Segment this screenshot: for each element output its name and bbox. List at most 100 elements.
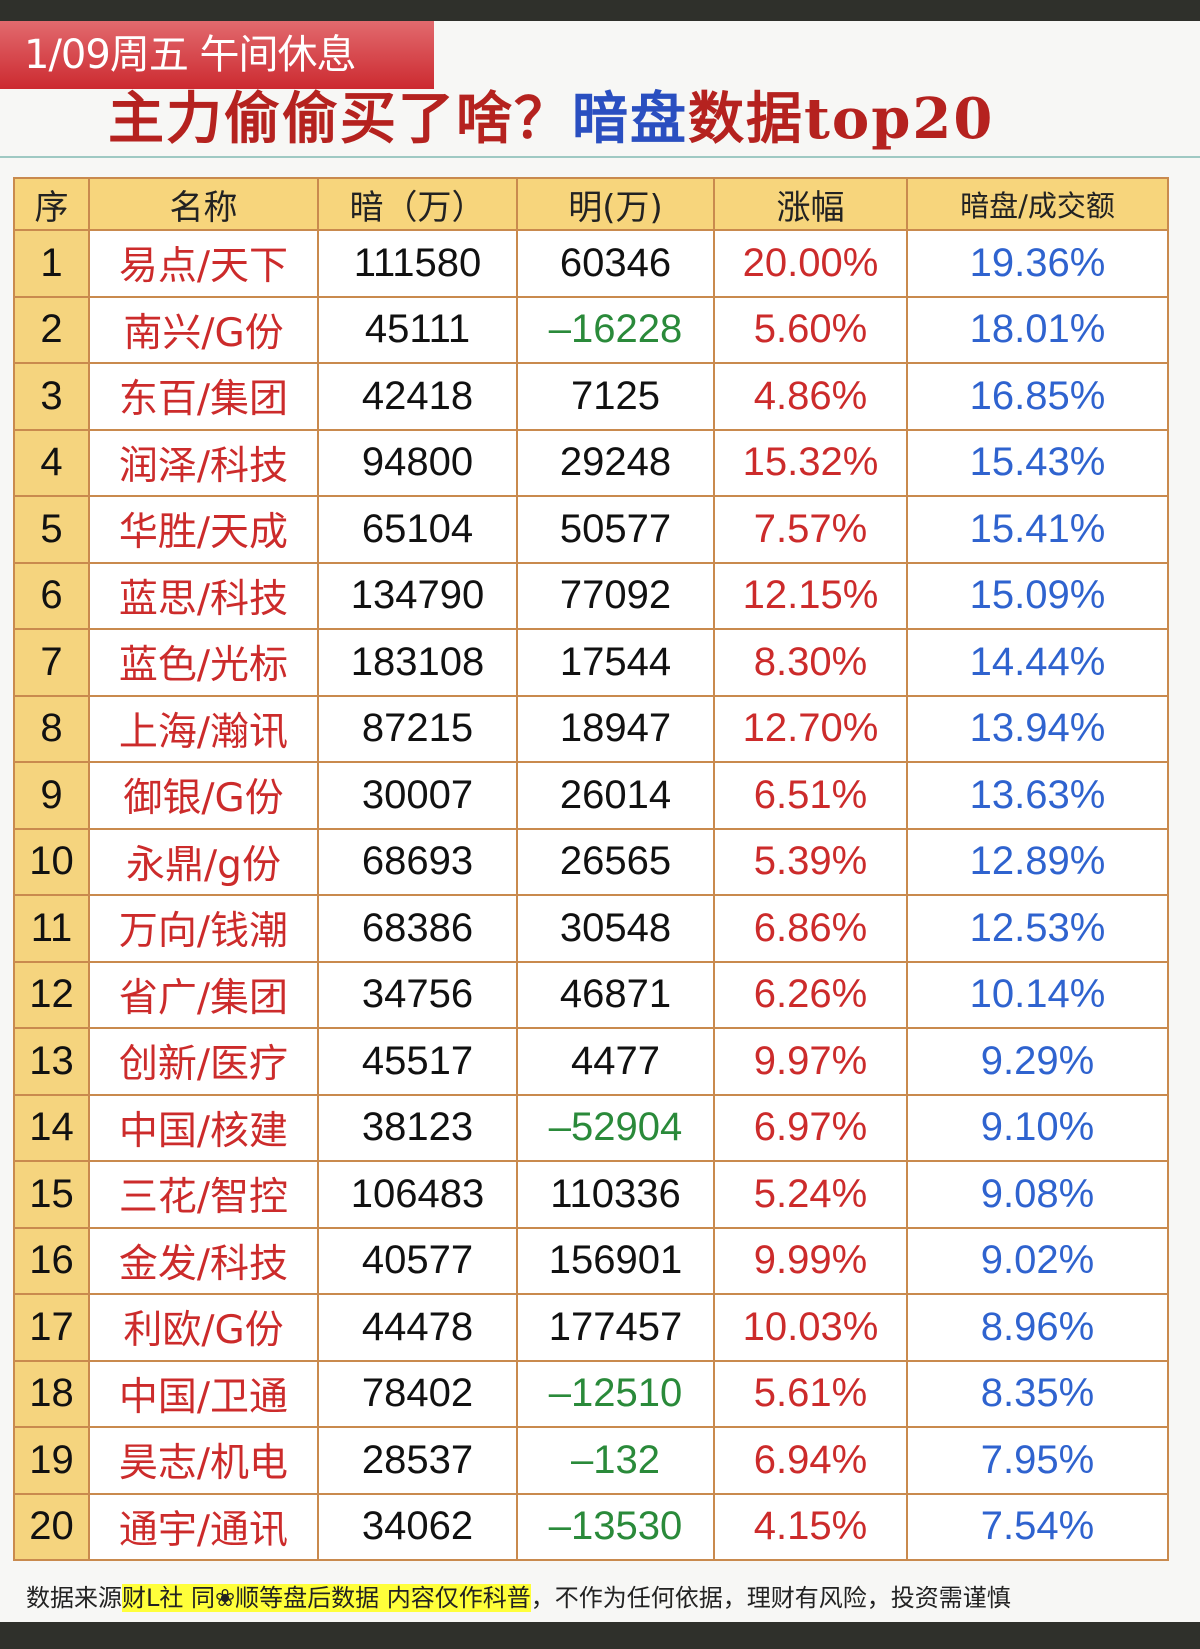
table-row: 17 利欧/G份 44478 177457 10.03% 8.96%	[13, 1293, 1169, 1362]
change-cell: 7.57%	[713, 495, 908, 564]
dark-amount-cell: 30007	[317, 761, 518, 830]
change-cell: 4.86%	[713, 362, 908, 431]
ratio-cell: 15.43%	[906, 428, 1169, 497]
seq-cell: 12	[13, 960, 90, 1029]
table-row: 13 创新/医疗 45517 4477 9.97% 9.29%	[13, 1027, 1169, 1096]
ratio-cell: 13.63%	[906, 761, 1169, 830]
ratio-cell: 8.96%	[906, 1293, 1169, 1362]
change-cell: 6.97%	[713, 1093, 908, 1162]
dark-amount-cell: 42418	[317, 362, 518, 431]
table-row: 20 通宇/通讯 34062 –13530 4.15% 7.54%	[13, 1492, 1169, 1561]
stock-name-cell: 利欧/G份	[88, 1293, 319, 1362]
header-dark: 暗（万）	[317, 177, 518, 231]
change-cell: 9.99%	[713, 1226, 908, 1295]
ratio-cell: 16.85%	[906, 362, 1169, 431]
seq-cell: 6	[13, 561, 90, 630]
stock-name-cell: 永鼎/g份	[88, 827, 319, 896]
stock-name-cell: 通宇/通讯	[88, 1492, 319, 1561]
ratio-cell: 15.09%	[906, 561, 1169, 630]
stock-name-cell: 上海/瀚讯	[88, 694, 319, 763]
change-cell: 5.60%	[713, 295, 908, 364]
lit-amount-cell: 30548	[516, 894, 715, 963]
table-row: 12 省广/集团 34756 46871 6.26% 10.14%	[13, 960, 1169, 1029]
dark-amount-cell: 183108	[317, 628, 518, 697]
stock-name-cell: 御银/G份	[88, 761, 319, 830]
seq-cell: 1	[13, 229, 90, 298]
lit-amount-cell: –13530	[516, 1492, 715, 1561]
stock-name-cell: 昊志/机电	[88, 1426, 319, 1495]
table-row: 16 金发/科技 40577 156901 9.99% 9.02%	[13, 1226, 1169, 1295]
dark-amount-cell: 45517	[317, 1027, 518, 1096]
lit-amount-cell: 18947	[516, 694, 715, 763]
lit-amount-cell: 4477	[516, 1027, 715, 1096]
divider	[0, 156, 1200, 158]
dark-amount-cell: 44478	[317, 1293, 518, 1362]
lit-amount-cell: 50577	[516, 495, 715, 564]
seq-cell: 10	[13, 827, 90, 896]
seq-cell: 4	[13, 428, 90, 497]
change-cell: 8.30%	[713, 628, 908, 697]
change-cell: 5.39%	[713, 827, 908, 896]
change-cell: 9.97%	[713, 1027, 908, 1096]
change-cell: 4.15%	[713, 1492, 908, 1561]
title-part-1: 主力偷偷买了啥？	[108, 86, 572, 152]
table-row: 15 三花/智控 106483 110336 5.24% 9.08%	[13, 1160, 1169, 1229]
disclaimer-part-1: 数据来源	[26, 1584, 122, 1612]
lit-amount-cell: 17544	[516, 628, 715, 697]
seq-cell: 5	[13, 495, 90, 564]
stock-name-cell: 东百/集团	[88, 362, 319, 431]
header-change: 涨幅	[713, 177, 908, 231]
table-row: 1 易点/天下 111580 60346 20.00% 19.36%	[13, 229, 1169, 298]
stock-name-cell: 易点/天下	[88, 229, 319, 298]
change-cell: 6.51%	[713, 761, 908, 830]
ratio-cell: 10.14%	[906, 960, 1169, 1029]
seq-cell: 15	[13, 1160, 90, 1229]
ratio-cell: 8.35%	[906, 1359, 1169, 1428]
lit-amount-cell: 7125	[516, 362, 715, 431]
dark-pool-table: 序 名称 暗（万） 明(万) 涨幅 暗盘/成交额 1 易点/天下 111580 603…	[13, 177, 1169, 1561]
dark-amount-cell: 40577	[317, 1226, 518, 1295]
seq-cell: 2	[13, 295, 90, 364]
disclaimer-highlight: 财L社 同❀顺等盘后数据 内容仅作科普	[122, 1584, 531, 1612]
table-row: 7 蓝色/光标 183108 17544 8.30% 14.44%	[13, 628, 1169, 697]
date-banner: 1/09周五 午间休息	[0, 21, 434, 89]
ratio-cell: 15.41%	[906, 495, 1169, 564]
lit-amount-cell: –132	[516, 1426, 715, 1495]
dark-amount-cell: 34756	[317, 960, 518, 1029]
stock-name-cell: 中国/卫通	[88, 1359, 319, 1428]
ratio-cell: 7.95%	[906, 1426, 1169, 1495]
change-cell: 20.00%	[713, 229, 908, 298]
lit-amount-cell: 60346	[516, 229, 715, 298]
seq-cell: 19	[13, 1426, 90, 1495]
dark-amount-cell: 45111	[317, 295, 518, 364]
table-row: 19 昊志/机电 28537 –132 6.94% 7.95%	[13, 1426, 1169, 1495]
seq-cell: 11	[13, 894, 90, 963]
lit-amount-cell: –16228	[516, 295, 715, 364]
title-part-3: 数据top20	[688, 86, 995, 152]
lit-amount-cell: 177457	[516, 1293, 715, 1362]
ratio-cell: 12.53%	[906, 894, 1169, 963]
stock-name-cell: 三花/智控	[88, 1160, 319, 1229]
stock-name-cell: 南兴/G份	[88, 295, 319, 364]
change-cell: 5.61%	[713, 1359, 908, 1428]
table-header-row: 序 名称 暗（万） 明(万) 涨幅 暗盘/成交额	[13, 177, 1169, 231]
stock-name-cell: 蓝色/光标	[88, 628, 319, 697]
seq-cell: 16	[13, 1226, 90, 1295]
header-lit: 明(万)	[516, 177, 715, 231]
header-name: 名称	[88, 177, 319, 231]
dark-amount-cell: 68693	[317, 827, 518, 896]
lit-amount-cell: 29248	[516, 428, 715, 497]
lit-amount-cell: 46871	[516, 960, 715, 1029]
dark-amount-cell: 94800	[317, 428, 518, 497]
dark-amount-cell: 106483	[317, 1160, 518, 1229]
stock-name-cell: 金发/科技	[88, 1226, 319, 1295]
ratio-cell: 9.08%	[906, 1160, 1169, 1229]
stock-name-cell: 万向/钱潮	[88, 894, 319, 963]
table-row: 18 中国/卫通 78402 –12510 5.61% 8.35%	[13, 1359, 1169, 1428]
seq-cell: 17	[13, 1293, 90, 1362]
ratio-cell: 13.94%	[906, 694, 1169, 763]
title-part-2: 暗盘	[572, 86, 688, 152]
lit-amount-cell: 110336	[516, 1160, 715, 1229]
dark-amount-cell: 78402	[317, 1359, 518, 1428]
top-bar	[0, 0, 1200, 21]
